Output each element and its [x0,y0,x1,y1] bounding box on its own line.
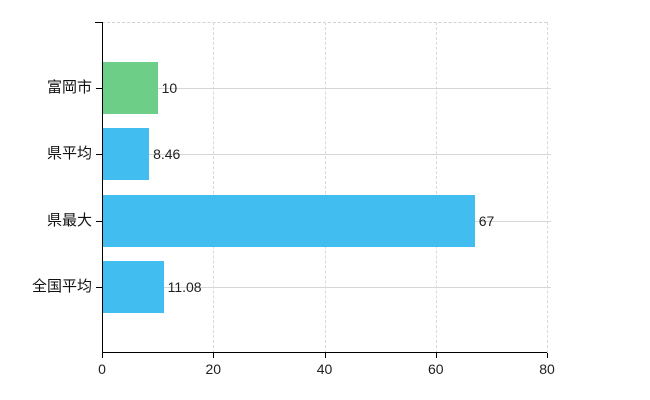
category-gridline [102,88,551,89]
y-axis-category-label: 県最大 [46,212,92,229]
bar-value-label: 8.46 [153,146,181,162]
bar [102,128,150,180]
y-axis-top-tick [95,22,102,23]
bar-value-label: 10 [161,80,178,96]
y-axis-category-label: 全国平均 [31,278,92,295]
plot-area: 10 8.46 67 11.08 0 20 40 60 80 [95,22,555,377]
y-axis-tick [96,154,102,155]
category-gridline [102,154,551,155]
y-axis-tick [96,287,102,288]
bar-value-label: 11.08 [167,279,202,295]
category-gridline [102,287,551,288]
x-axis-tick [213,353,215,358]
x-axis-tick [547,353,548,358]
x-gridline [435,22,437,353]
x-axis-tick-label: 40 [316,361,333,377]
x-axis-tick [102,353,103,358]
x-axis-tick [435,353,437,358]
x-axis-tick-label: 60 [428,361,444,377]
bar [102,62,158,114]
x-gridline [213,22,215,353]
y-axis-category-label: 富岡市 [46,79,92,96]
y-axis-line [102,22,103,353]
x-axis-line [102,352,547,353]
y-axis-tick [96,221,102,222]
bar-value-label: 67 [478,213,495,229]
x-axis-tick [324,353,326,358]
bar [102,261,164,313]
bar [102,195,475,247]
x-axis-tick-label: 0 [98,361,106,377]
x-gridline [547,22,548,353]
y-axis-tick [96,88,102,89]
x-axis-tick-label: 80 [539,361,555,377]
x-gridline [324,22,326,353]
x-axis-tick-label: 20 [205,361,222,377]
y-axis-category-label: 県平均 [46,145,92,162]
